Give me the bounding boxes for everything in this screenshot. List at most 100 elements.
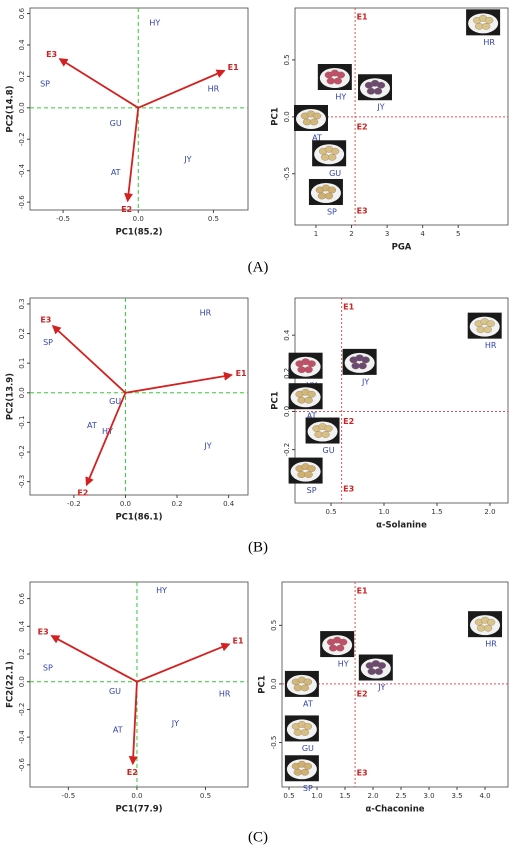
score-label: SP bbox=[43, 338, 53, 347]
x-tick-label: 2.0 bbox=[367, 792, 378, 800]
loading-arrow bbox=[128, 681, 138, 766]
potato bbox=[321, 431, 330, 438]
reference-label: E3 bbox=[357, 769, 368, 778]
potato-photo bbox=[312, 140, 347, 167]
potato-photo bbox=[358, 654, 393, 681]
point-label: GU bbox=[323, 446, 335, 455]
point-label: HR bbox=[483, 38, 495, 47]
point-label: HR bbox=[485, 341, 497, 350]
potato bbox=[297, 366, 306, 374]
potato bbox=[481, 22, 491, 30]
point-label: JY bbox=[376, 103, 384, 112]
y-tick-label: -0.4 bbox=[18, 730, 26, 744]
potato bbox=[377, 662, 386, 669]
potato bbox=[486, 320, 495, 328]
y-tick-label: 0.6 bbox=[18, 7, 26, 19]
potato-photo bbox=[317, 63, 352, 90]
potato bbox=[309, 118, 319, 126]
loading-label: E2 bbox=[127, 768, 138, 777]
y-tick-label: 0.1 bbox=[18, 358, 26, 369]
x-axis-label: α-Solanine bbox=[376, 521, 427, 531]
y-tick-label: 0.4 bbox=[18, 39, 26, 51]
score-label: AT bbox=[113, 726, 123, 735]
potato bbox=[358, 362, 367, 370]
loading-label: E3 bbox=[46, 50, 57, 59]
y-tick-label: -0.2 bbox=[283, 443, 291, 457]
x-tick-label: 5 bbox=[456, 230, 460, 238]
y-tick-label: -0.6 bbox=[18, 757, 26, 771]
plot-frame bbox=[281, 581, 509, 788]
y-tick-label: 0.6 bbox=[18, 593, 26, 605]
plot-frame bbox=[29, 581, 249, 788]
potato bbox=[293, 729, 303, 736]
loading-label: E1 bbox=[233, 636, 244, 645]
potato bbox=[300, 684, 310, 692]
plot-frame bbox=[29, 297, 249, 496]
potato bbox=[304, 471, 313, 478]
y-tick-label: 0.0 bbox=[283, 406, 291, 417]
loading-label: E1 bbox=[228, 63, 239, 72]
y-tick-label: 0.4 bbox=[18, 620, 26, 632]
potato bbox=[327, 186, 337, 194]
score-label: AT bbox=[87, 421, 97, 430]
x-tick-label: 3 bbox=[385, 230, 389, 238]
potato bbox=[307, 390, 316, 398]
potato-photo bbox=[342, 348, 377, 375]
score-label: SP bbox=[40, 80, 50, 89]
x-tick-label: 4.0 bbox=[479, 792, 490, 800]
potato bbox=[307, 465, 316, 472]
potato bbox=[483, 326, 492, 334]
reference-label: E1 bbox=[357, 13, 368, 22]
loading-arrow bbox=[125, 371, 234, 394]
point-label: GU bbox=[302, 744, 314, 753]
y-tick-label: 0.5 bbox=[270, 620, 278, 631]
y-tick-label: 0.3 bbox=[18, 298, 26, 309]
potato bbox=[367, 668, 376, 675]
loading-arrow bbox=[51, 324, 127, 394]
loading-arrow bbox=[137, 69, 226, 109]
y-tick-label: -0.5 bbox=[283, 167, 291, 181]
potato bbox=[374, 668, 383, 675]
x-tick-label: 0.0 bbox=[131, 792, 142, 800]
score-label: SP bbox=[43, 663, 53, 672]
potato bbox=[303, 762, 313, 770]
x-tick-label: 2.0 bbox=[484, 508, 495, 516]
x-tick-label: 0.5 bbox=[200, 792, 211, 800]
potato-photo bbox=[358, 74, 393, 101]
loading-label: E3 bbox=[40, 316, 51, 325]
potato bbox=[336, 71, 345, 79]
x-tick-label: 0.5 bbox=[208, 215, 219, 223]
y-axis-label: FC2(22.1) bbox=[6, 661, 16, 708]
reference-label: E2 bbox=[357, 122, 368, 131]
y-tick-label: 0.0 bbox=[18, 387, 26, 398]
potato bbox=[324, 425, 333, 432]
y-axis-label: PC1 bbox=[271, 107, 281, 125]
loading-arrow bbox=[58, 58, 139, 109]
x-tick-label: 0.5 bbox=[283, 792, 294, 800]
point-label: SP bbox=[307, 486, 317, 495]
loading-arrow bbox=[136, 642, 231, 683]
potato bbox=[376, 81, 386, 89]
potato bbox=[474, 22, 484, 30]
potato bbox=[329, 644, 338, 652]
panel-label: (B) bbox=[248, 539, 268, 555]
x-tick-label: 0.0 bbox=[133, 215, 144, 223]
reference-label: E2 bbox=[343, 417, 354, 426]
y-tick-label: -0.2 bbox=[18, 132, 26, 146]
panel-label: (A) bbox=[248, 259, 269, 275]
point-label: GU bbox=[329, 169, 341, 178]
y-tick-label: 0.0 bbox=[283, 111, 291, 122]
x-tick-label: 4 bbox=[420, 230, 425, 238]
x-axis-label: PC1(77.9) bbox=[115, 805, 162, 815]
potato-photo bbox=[288, 352, 323, 379]
potato bbox=[312, 112, 322, 120]
potato bbox=[476, 326, 485, 334]
potato bbox=[373, 87, 383, 95]
point-label: AT bbox=[307, 412, 317, 421]
x-tick-label: -0.2 bbox=[67, 500, 81, 508]
score-label: JY bbox=[203, 442, 211, 451]
potato bbox=[330, 147, 340, 155]
potato bbox=[317, 192, 327, 200]
x-tick-label: 2 bbox=[349, 230, 353, 238]
y-tick-label: -0.1 bbox=[18, 416, 26, 430]
